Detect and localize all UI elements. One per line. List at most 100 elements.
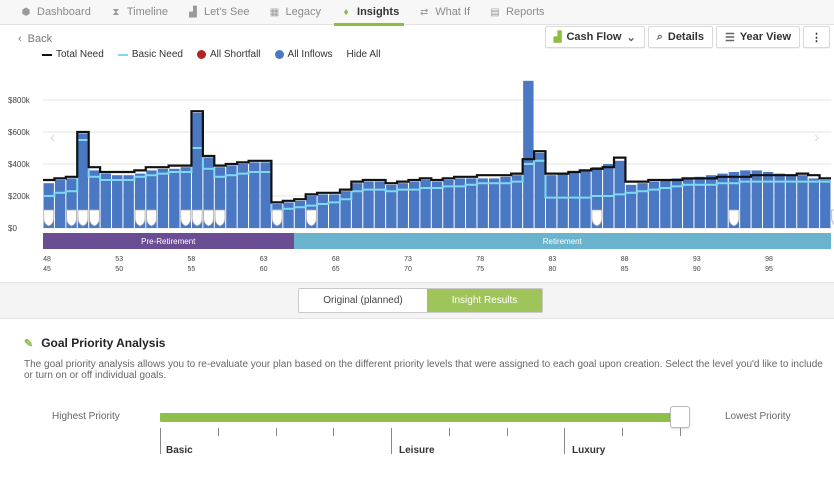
legend-total-need[interactable]: Total Need: [42, 49, 104, 60]
priority-slider-track[interactable]: [160, 413, 680, 422]
x-tick-label: 80: [549, 266, 557, 273]
inflow-bar: [454, 178, 466, 228]
inflow-bar: [466, 178, 477, 228]
level-luxury[interactable]: Luxury: [572, 445, 606, 456]
chart-prev-arrow-icon: ‹: [50, 129, 55, 146]
inflow-bar: [511, 175, 523, 228]
slider-tick: [622, 428, 623, 436]
goal-marker-icon: [66, 209, 77, 227]
nav-tab-label: Reports: [506, 6, 545, 18]
cyan-line-icon: [117, 53, 128, 56]
goal-priority-heading: ✎ Goal Priority Analysis: [24, 336, 165, 350]
inflow-bar: [146, 170, 157, 228]
nav-tab-what-if[interactable]: ⇄ What If: [408, 0, 479, 25]
top-nav: ⬢ Dashboard ⧗ Timeline ▟ Let's See ▦ Legacy ♦ Ins…: [0, 0, 834, 26]
more-menu-button[interactable]: ⋮: [803, 26, 830, 48]
inflow-bar: [500, 176, 511, 228]
inflow-bar: [762, 172, 774, 228]
inflow-bar: [317, 194, 329, 228]
x-tick-label: 90: [693, 266, 701, 273]
legend-basic-need-label: Basic Need: [131, 49, 183, 60]
goal-marker-icon: [88, 209, 100, 227]
year-view-button[interactable]: ☰ Year View: [715, 26, 800, 48]
kebab-icon: ⋮: [811, 31, 822, 44]
slider-tick: [507, 428, 508, 436]
details-button[interactable]: ⌕ Details: [647, 26, 713, 48]
original-planned-tab[interactable]: Original (planned): [299, 289, 427, 312]
inflow-bar: [431, 181, 443, 228]
inflow-bar: [523, 80, 534, 228]
hourglass-icon: ⧗: [112, 6, 120, 18]
inflow-bar: [260, 162, 271, 228]
inflow-bar: [660, 180, 671, 228]
nav-tab-label: Timeline: [126, 6, 168, 18]
inflow-bar: [774, 173, 785, 228]
legend-hide-all[interactable]: Hide All: [347, 49, 381, 60]
results-toggle: Original (planned) Insight Results: [298, 288, 543, 313]
inflow-bar: [591, 167, 603, 228]
nav-tab-label: Legacy: [285, 6, 322, 18]
x-tick-label: 48: [43, 256, 51, 263]
goal-marker-icon: [146, 209, 157, 227]
inflow-bar: [329, 194, 340, 228]
cashflow-dropdown[interactable]: ▟ Cash Flow ⌄: [544, 26, 645, 48]
legend-all-inflows[interactable]: All Inflows: [274, 49, 333, 60]
legend-all-inflows-label: All Inflows: [287, 49, 333, 60]
x-tick-label: 98: [765, 256, 773, 263]
inflow-bar: [408, 181, 420, 228]
phase-band: Pre-Retirement Retirement: [43, 233, 831, 249]
goal-marker-icon: [728, 209, 740, 227]
goal-priority-description: The goal priority analysis allows you to…: [24, 359, 823, 381]
results-toggle-band: Original (planned) Insight Results: [0, 282, 834, 319]
legend-basic-need[interactable]: Basic Need: [117, 49, 183, 60]
cashflow-label: Cash Flow: [566, 31, 622, 43]
insight-results-tab[interactable]: Insight Results: [427, 289, 542, 312]
bar-chart-icon: ▟: [189, 6, 197, 18]
legend-all-shortfall-label: All Shortfall: [209, 49, 261, 60]
age-axis: 48 45 53 50 58 55 63 60 68 65 73 70 78 75 83 80 88 85 93 90…: [43, 256, 773, 273]
tree-icon: ▦: [269, 6, 280, 18]
nav-tab-insights[interactable]: ♦ Insights: [330, 0, 408, 26]
y-tick-label: $0: [8, 224, 17, 233]
nav-tab-dashboard[interactable]: ⬢ Dashboard: [10, 0, 100, 25]
x-tick-label: 58: [188, 256, 196, 263]
lightbulb-icon: ✎: [24, 337, 34, 350]
slider-tick: [449, 428, 450, 436]
inflow-bar: [226, 165, 237, 228]
legend-all-shortfall[interactable]: All Shortfall: [196, 49, 261, 60]
inflow-bar: [54, 180, 66, 228]
nav-tab-timeline[interactable]: ⧗ Timeline: [100, 0, 177, 25]
chart-toolbar: ▟ Cash Flow ⌄ ⌕ Details ☰ Year View ⋮: [544, 26, 830, 48]
nav-tab-reports[interactable]: ▤ Reports: [479, 0, 554, 25]
highest-priority-label: Highest Priority: [52, 411, 120, 422]
inflow-bar: [237, 164, 249, 228]
inflow-bar: [203, 157, 214, 228]
y-tick-label: $400k: [8, 160, 31, 169]
slider-tick: [564, 428, 565, 454]
inflow-bar: [351, 183, 363, 228]
y-tick-label: $800k: [8, 96, 31, 105]
x-tick-label: 85: [621, 266, 629, 273]
nav-tab-legacy[interactable]: ▦ Legacy: [259, 0, 330, 25]
details-label: Details: [667, 31, 704, 43]
inflow-bar: [89, 170, 100, 228]
basic-need-line: [43, 139, 831, 212]
x-tick-label: 78: [476, 256, 484, 263]
priority-slider-handle[interactable]: [670, 406, 690, 428]
inflow-bar: [477, 178, 488, 228]
inflow-bar: [443, 180, 454, 228]
back-link[interactable]: ‹ Back: [18, 33, 52, 45]
inflow-bar: [751, 170, 762, 228]
nav-tab-let-s-see[interactable]: ▟ Let's See: [177, 0, 259, 25]
goal-marker-icon: [180, 209, 192, 227]
goal-marker-icon: [214, 209, 226, 227]
nav-tab-label: Dashboard: [37, 6, 91, 18]
goal-marker-icon: [77, 209, 89, 227]
nav-tab-label: Let's See: [204, 6, 250, 18]
x-tick-label: 68: [332, 256, 340, 263]
level-basic[interactable]: Basic: [166, 445, 193, 456]
total-need-line: [43, 110, 831, 204]
inflow-bar: [785, 175, 797, 228]
level-leisure[interactable]: Leisure: [399, 445, 435, 456]
x-tick-label: 53: [115, 256, 123, 263]
